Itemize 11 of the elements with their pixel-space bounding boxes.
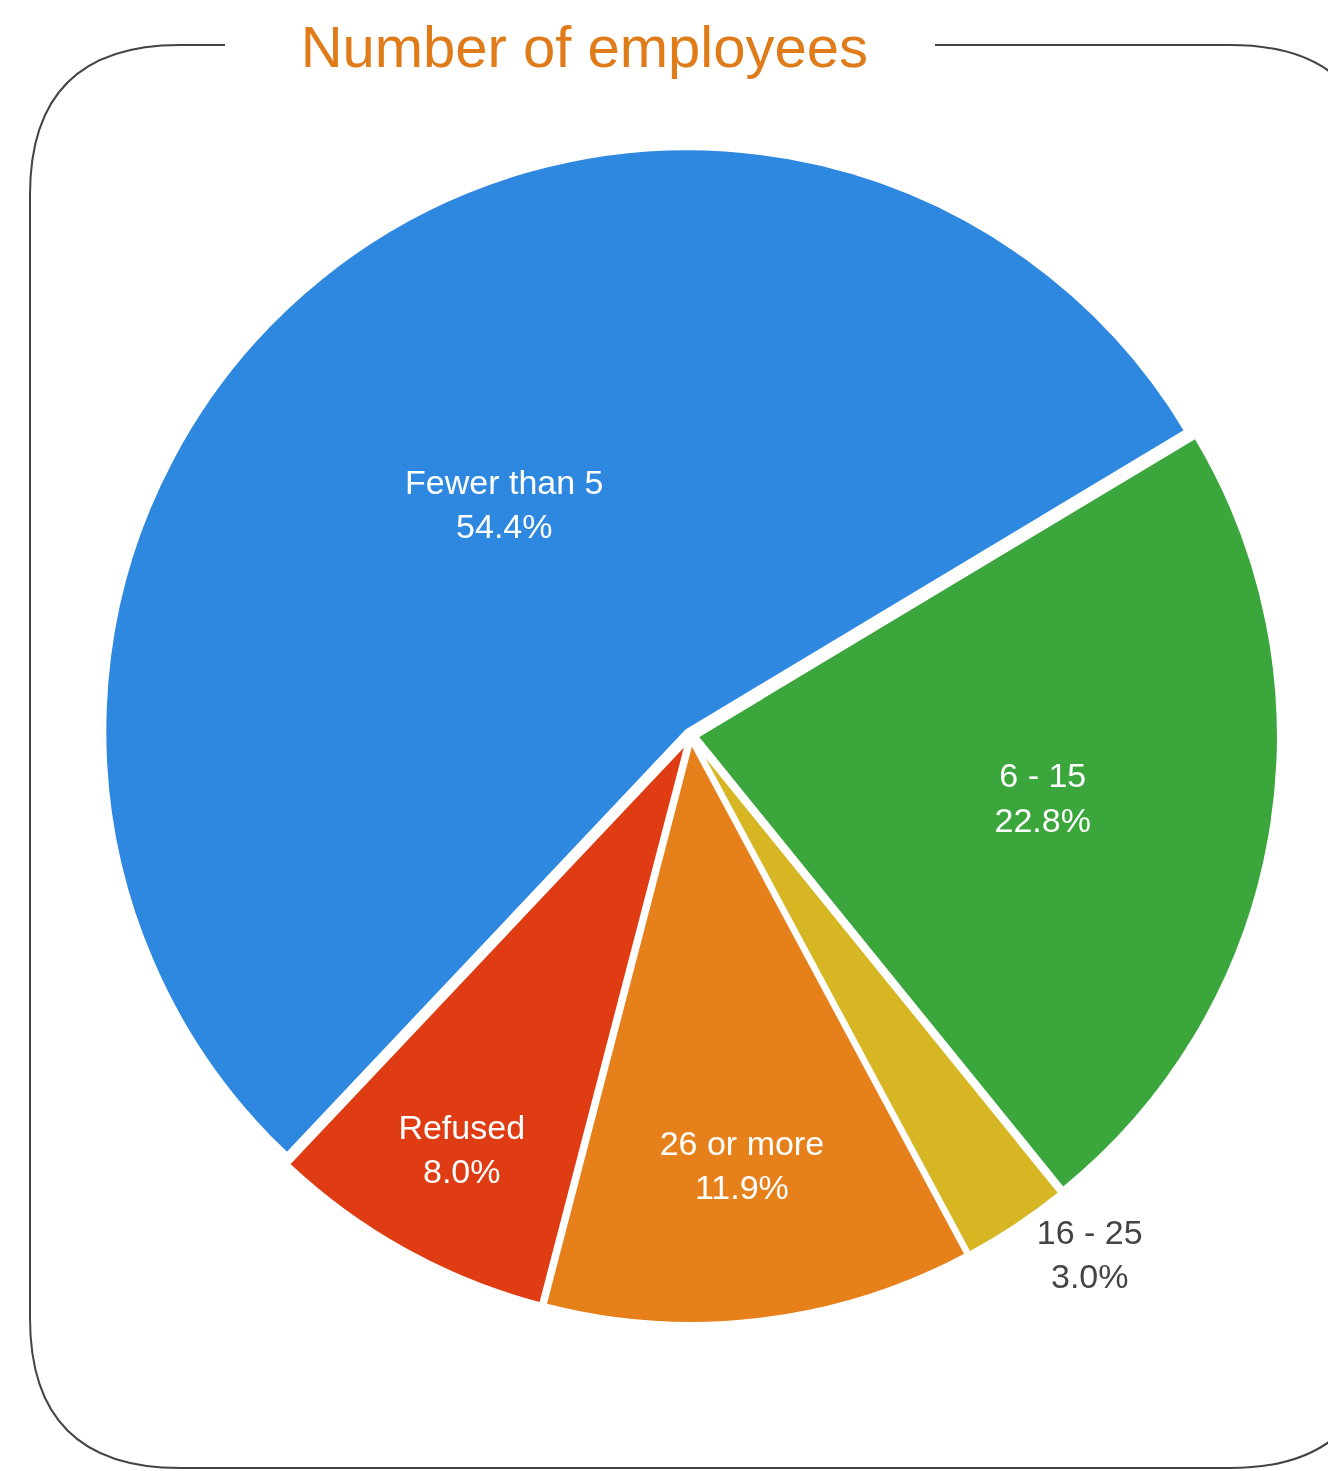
slice-label: 16 - 25	[1036, 1212, 1143, 1251]
slice-label: 26 or more	[659, 1124, 825, 1163]
data-label: 22.8%	[994, 800, 1091, 839]
data-label: 8.0%	[422, 1151, 501, 1190]
data-label: 11.9%	[694, 1168, 789, 1207]
chart-title: Number of employees	[300, 14, 869, 80]
slice-label: 6 - 15	[999, 756, 1087, 795]
data-label: 3.0%	[1050, 1257, 1129, 1296]
data-label: 54.4%	[456, 507, 553, 546]
slice-label: Fewer than 5	[405, 462, 604, 501]
slice-label: Refused	[398, 1107, 526, 1146]
